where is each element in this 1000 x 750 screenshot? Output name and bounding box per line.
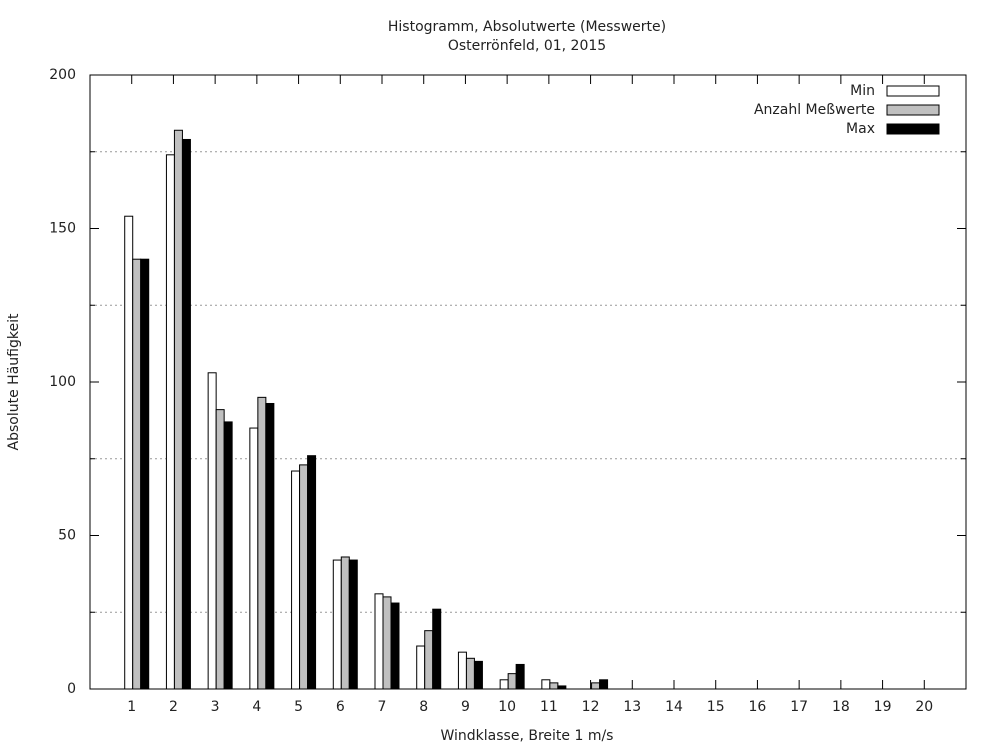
y-tick-label: 50: [58, 528, 76, 544]
y-axis-label: Absolute Häufigkeit: [6, 313, 22, 450]
bar: [307, 455, 317, 690]
x-tick-label: 6: [336, 699, 345, 715]
bar: [507, 673, 517, 690]
legend-swatch: [886, 85, 940, 97]
bar: [215, 409, 225, 690]
legend-label: Anzahl Meßwerte: [754, 102, 875, 118]
bar: [207, 372, 217, 690]
bar: [374, 593, 384, 690]
y-tick-label: 100: [49, 374, 76, 390]
x-tick-label: 18: [832, 699, 850, 715]
x-tick-label: 16: [749, 699, 767, 715]
x-tick-label: 11: [540, 699, 558, 715]
bar: [591, 682, 601, 690]
x-tick-label: 2: [169, 699, 178, 715]
x-tick-label: 5: [294, 699, 303, 715]
bar: [424, 630, 434, 690]
bar: [465, 657, 475, 690]
x-tick-label: 4: [252, 699, 261, 715]
legend-label: Max: [846, 121, 875, 137]
bar: [515, 663, 525, 690]
bar: [340, 556, 350, 690]
bar: [332, 559, 342, 690]
x-tick-label: 7: [378, 699, 387, 715]
bar: [549, 682, 559, 690]
bar: [223, 421, 233, 690]
bar: [599, 679, 609, 690]
x-tick-label: 9: [461, 699, 470, 715]
x-tick-label: 15: [707, 699, 725, 715]
bar: [348, 559, 358, 690]
legend-swatch: [886, 123, 940, 135]
bar: [291, 470, 301, 690]
x-tick-label: 3: [211, 699, 220, 715]
bar: [382, 596, 392, 690]
bar: [181, 138, 191, 690]
bar: [390, 602, 400, 690]
plot-frame: [89, 74, 967, 690]
y-tick-label: 0: [67, 681, 76, 697]
bar: [173, 129, 183, 690]
legend-swatch: [886, 104, 940, 116]
x-tick-label: 1: [127, 699, 136, 715]
x-tick-label: 10: [498, 699, 516, 715]
bar: [457, 651, 467, 690]
x-tick-label: 14: [665, 699, 683, 715]
x-tick-label: 8: [419, 699, 428, 715]
x-tick-label: 12: [582, 699, 600, 715]
bar: [499, 679, 509, 690]
y-tick-label: 150: [49, 221, 76, 237]
x-tick-label: 17: [790, 699, 808, 715]
bar: [265, 402, 275, 690]
bar: [473, 660, 483, 690]
bar: [541, 679, 551, 690]
chart-title: Histogramm, Absolutwerte (Messwerte): [388, 19, 666, 35]
x-axis-label: Windklasse, Breite 1 m/s: [441, 728, 614, 744]
chart-subtitle: Osterrönfeld, 01, 2015: [448, 38, 606, 54]
y-tick-label: 200: [49, 67, 76, 83]
bar: [416, 645, 426, 690]
bar: [132, 258, 142, 690]
legend-label: Min: [850, 83, 875, 99]
bar: [432, 608, 442, 690]
bar: [249, 427, 259, 690]
bar: [257, 396, 267, 690]
bar: [165, 154, 175, 690]
x-tick-label: 13: [623, 699, 641, 715]
x-tick-label: 20: [915, 699, 933, 715]
bar: [299, 464, 309, 690]
bar: [124, 215, 134, 690]
x-tick-label: 19: [874, 699, 892, 715]
bar: [140, 258, 150, 690]
